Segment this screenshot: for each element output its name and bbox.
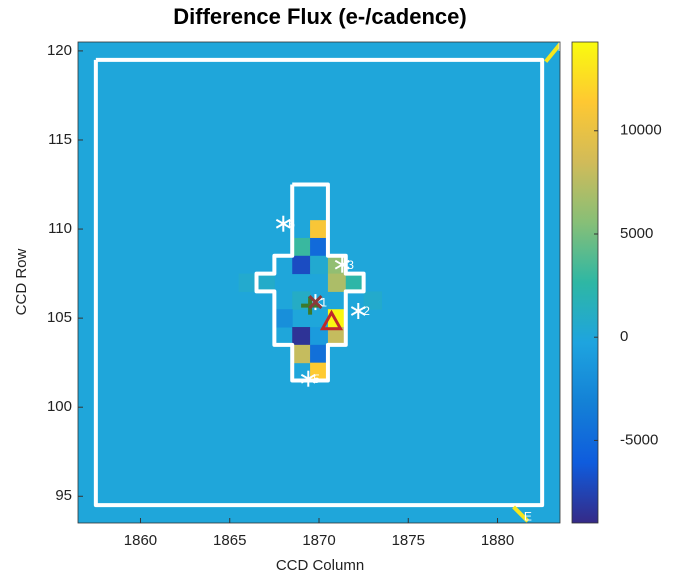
star-label: 5 (313, 372, 320, 386)
colorbar-tick-label: 0 (620, 328, 628, 345)
x-axis-label: CCD Column (276, 557, 364, 574)
y-tick-label: 105 (47, 309, 72, 326)
y-tick-label: 100 (47, 398, 72, 415)
cell (292, 327, 311, 346)
cell (327, 327, 347, 346)
star (275, 215, 291, 232)
cell (363, 291, 382, 310)
star (300, 370, 316, 387)
compass-line (544, 42, 560, 63)
cell (310, 362, 329, 381)
cell (345, 273, 365, 292)
colorbar-tick-label: 5000 (620, 225, 653, 242)
star-label: 1 (320, 295, 327, 309)
target-triangle (319, 309, 344, 331)
cell (292, 237, 311, 257)
cell (292, 344, 311, 364)
cell (274, 309, 293, 328)
x-tick-label: 1860 (124, 532, 157, 549)
x-tick-label: 1875 (392, 532, 425, 549)
cell (256, 273, 275, 292)
plot-area: N E 1 2 3 5 6 (78, 40, 567, 523)
x-tick-label: 1880 (481, 532, 514, 549)
y-tick-label: 95 (55, 487, 72, 504)
star-stroke (275, 218, 291, 229)
colorbar-tick-label: 10000 (620, 122, 662, 139)
y-tick-label: 120 (47, 42, 72, 59)
colorbar-tick-label: -5000 (620, 431, 658, 448)
cell (310, 237, 329, 257)
star-label: 3 (347, 258, 354, 272)
cell (310, 327, 329, 346)
star-stroke (300, 373, 316, 384)
compass-label: E (524, 509, 532, 523)
background-cells (78, 42, 560, 523)
compass-label: N (558, 40, 567, 54)
x-tick-label: 1865 (213, 532, 246, 549)
compass-line (512, 505, 530, 523)
chart-title: Difference Flux (e-/cadence) (173, 4, 466, 29)
cell (327, 273, 347, 292)
y-tick-label: 110 (48, 220, 72, 237)
star-stroke (350, 306, 366, 316)
cell (238, 273, 258, 292)
outer-box (93, 57, 545, 508)
cell (310, 344, 329, 364)
x-stroke (308, 295, 323, 310)
centroid-x (308, 295, 323, 310)
x-tick-label: 1870 (302, 532, 335, 549)
star (350, 303, 366, 320)
star-label: 2 (363, 304, 370, 318)
cell (310, 255, 329, 275)
star (334, 256, 350, 273)
colorbar (571, 41, 599, 524)
y-axis-label: CCD Row (13, 249, 30, 316)
cell (292, 255, 311, 275)
cell (310, 220, 329, 239)
star-stroke (334, 259, 350, 270)
star-label: 6 (288, 217, 295, 231)
y-tick-label: 115 (48, 131, 72, 148)
